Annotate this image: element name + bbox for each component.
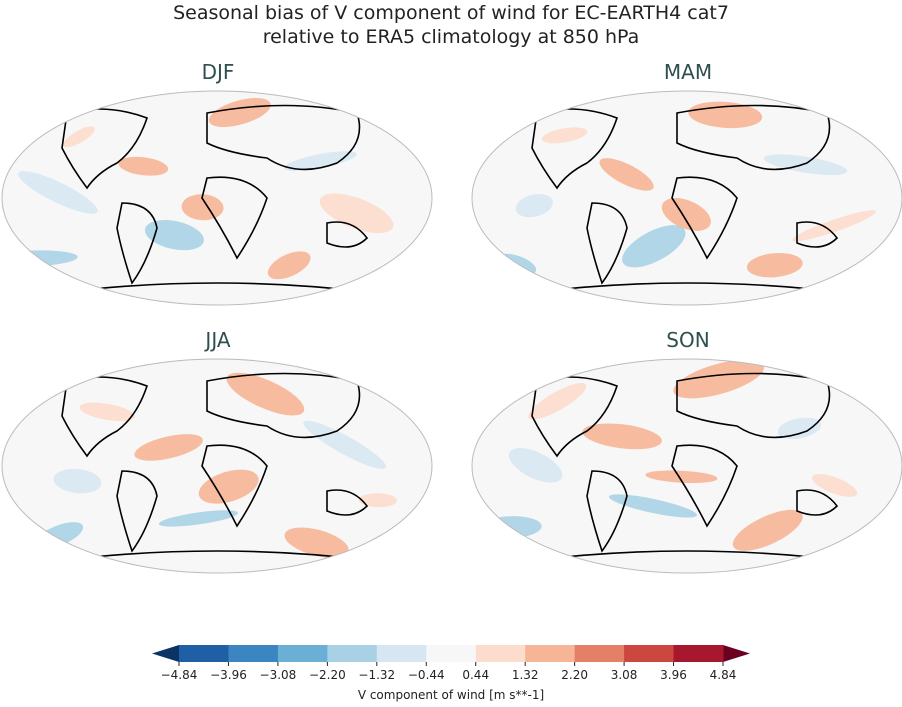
figure-title-line1: Seasonal bias of V component of wind for… <box>173 2 729 24</box>
map-border <box>1 90 433 306</box>
colorbar-tick-label: 3.08 <box>611 668 638 682</box>
bias-region <box>792 210 876 242</box>
coastline <box>796 221 839 248</box>
colorbar-tick-label: −2.20 <box>309 668 346 682</box>
figure-title-line2: relative to ERA5 climatology at 850 hPa <box>262 26 640 48</box>
colorbar-tick-label: −3.08 <box>260 668 297 682</box>
colorbar-segment <box>525 645 576 662</box>
colorbar-tick-label: 3.96 <box>660 668 687 682</box>
colorbar-tick-label: −0.44 <box>408 668 445 682</box>
bias-region <box>582 423 662 450</box>
bias-region <box>198 469 259 504</box>
colorbar-tick-label: 2.20 <box>561 668 588 682</box>
colorbar-segment <box>624 645 675 662</box>
bias-region <box>358 493 397 508</box>
bias-region <box>645 470 718 483</box>
bias-region <box>134 434 203 461</box>
coastline <box>326 489 369 516</box>
panel-title-mam: MAM <box>663 60 713 84</box>
coastline <box>116 470 158 553</box>
colorbar-tick-label: 1.32 <box>512 668 539 682</box>
bias-region <box>673 359 765 399</box>
map-mam <box>471 90 902 306</box>
colorbar-tick-label: 0.44 <box>462 668 489 682</box>
colorbar-extend-over <box>723 645 750 662</box>
bias-region <box>284 151 357 171</box>
bias-region <box>763 154 847 176</box>
coastline <box>671 176 738 260</box>
bias-region <box>528 382 587 420</box>
bias-region <box>303 420 387 469</box>
bias-region <box>732 509 803 551</box>
bias-region <box>144 220 204 251</box>
bias-region <box>541 127 588 144</box>
coastline <box>586 202 628 285</box>
bias-region <box>515 193 553 218</box>
coastline <box>201 444 268 528</box>
bias-region <box>226 372 305 416</box>
map-border <box>471 358 902 574</box>
bias-region <box>53 468 102 494</box>
colorbar-segment <box>475 645 526 662</box>
coastline <box>61 108 149 190</box>
coastline <box>116 202 158 285</box>
bias-region <box>319 193 394 234</box>
coastline <box>206 372 361 439</box>
colorbar-segment <box>179 645 229 662</box>
panel-title-son: SON <box>666 328 710 352</box>
bias-region <box>158 510 239 527</box>
bias-region <box>208 98 271 128</box>
colorbar-tick-label: −4.84 <box>161 668 198 682</box>
bias-region <box>118 156 169 176</box>
coastline <box>206 104 361 171</box>
coastline <box>61 376 149 458</box>
bias-region <box>508 448 563 483</box>
map-border <box>471 90 902 306</box>
bias-region <box>18 171 98 214</box>
colorbar-segment <box>228 645 279 662</box>
map-djf <box>1 90 433 306</box>
bias-region <box>284 527 349 558</box>
colorbar-segment <box>277 645 328 662</box>
coastline <box>796 489 839 516</box>
bias-region <box>746 252 803 278</box>
colorbar: −4.84 −3.96 −3.08 −2.20 −1.32 −0.44 0.44 1.32 2.… <box>152 645 750 682</box>
coastline <box>326 221 369 248</box>
colorbar-segment <box>426 645 477 662</box>
map-son <box>471 358 902 574</box>
colorbar-segment <box>673 645 724 662</box>
colorbar-tick-label: 4.84 <box>710 668 737 682</box>
coastline <box>531 108 619 190</box>
bias-region <box>267 251 311 280</box>
bias-region <box>812 474 858 497</box>
map-jja <box>1 358 433 574</box>
colorbar-segment <box>574 645 625 662</box>
coastline <box>676 104 831 171</box>
bias-region <box>599 158 654 191</box>
bias-region <box>79 402 135 422</box>
colorbar-segment <box>376 645 427 662</box>
colorbar-tick-label: −3.96 <box>210 668 247 682</box>
coastline <box>531 376 619 458</box>
bias-region <box>608 494 698 518</box>
coastline <box>676 372 831 439</box>
bias-region <box>622 225 686 268</box>
coastline <box>201 176 268 260</box>
panel-title-djf: DJF <box>201 60 235 84</box>
colorbar-extend-under <box>152 645 179 662</box>
bias-region <box>63 126 95 148</box>
bias-region <box>661 198 711 231</box>
panel-title-jja: JJA <box>205 328 231 352</box>
coastline <box>586 470 628 553</box>
coastline <box>671 444 738 528</box>
colorbar-segment <box>327 645 378 662</box>
bias-region <box>777 417 822 439</box>
map-border <box>1 358 433 574</box>
colorbar-tick-label: −1.32 <box>358 668 395 682</box>
colorbar-label: V component of wind [m s**-1] <box>357 688 545 702</box>
